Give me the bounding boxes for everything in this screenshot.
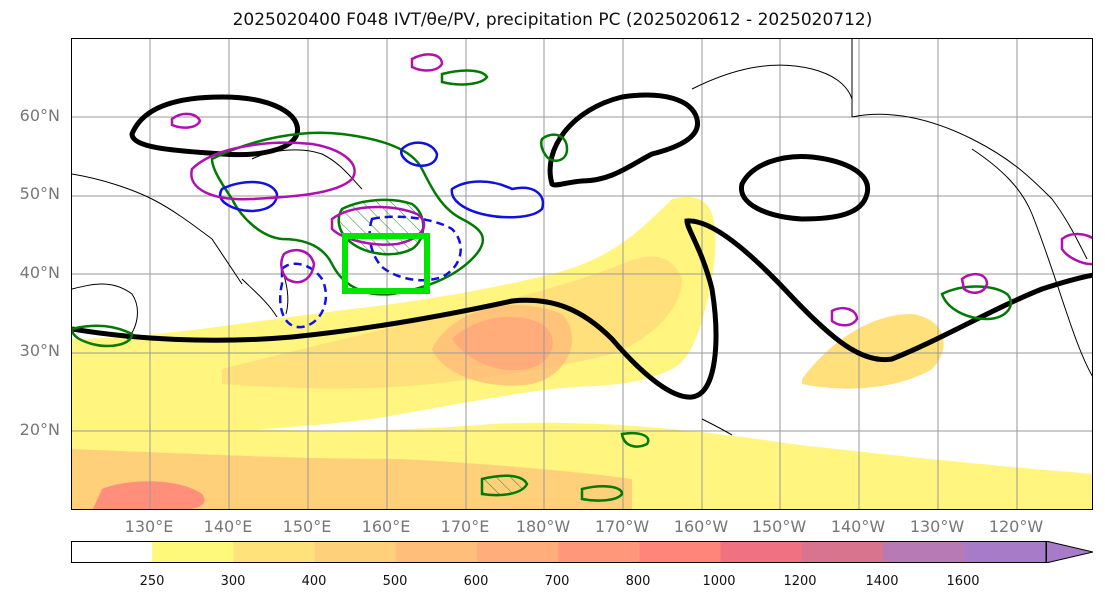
colorbar-tick-500: 500	[382, 574, 408, 589]
lon-label-170e: 170°E	[440, 517, 490, 536]
colorbar-cell	[801, 541, 884, 563]
coast-hawaii	[701, 418, 733, 436]
lat-label-40: 40°N	[19, 263, 60, 282]
precip-region-alaska	[539, 133, 569, 162]
colorbar-cells	[71, 541, 1046, 563]
precip-region-east	[940, 285, 1013, 321]
pv-magenta-3	[330, 205, 426, 246]
pv-blue-3	[450, 180, 545, 219]
theta-e-closed-north-1	[129, 94, 300, 158]
colorbar-cell	[233, 541, 316, 563]
lon-label-160w: 160°W	[673, 517, 729, 536]
colorbar-tick-1200: 1200	[783, 574, 817, 589]
colorbar-cell	[477, 541, 559, 563]
pv-magenta-contours	[170, 53, 1092, 327]
ivt-core-ring	[432, 305, 572, 386]
colorbar	[71, 541, 1093, 563]
lon-label-150e: 150°E	[282, 517, 332, 536]
ivt-tropical-core	[92, 481, 205, 509]
theta-e-closed-north-2	[547, 92, 700, 188]
precip-region-main	[210, 131, 484, 296]
pv-blue-2	[399, 141, 439, 167]
pv-magenta-4	[170, 112, 202, 129]
lon-label-180w: 180°W	[515, 517, 571, 536]
lat-label-30: 30°N	[19, 341, 60, 360]
colorbar-cell	[964, 541, 1046, 563]
colorbar-cell	[152, 541, 234, 563]
lon-label-140w: 140°W	[830, 517, 886, 536]
precip-region-south-3	[620, 432, 650, 448]
pv-magenta-7	[830, 307, 859, 327]
lon-label-130e: 130°E	[124, 517, 174, 536]
lon-label-130w: 130°W	[909, 517, 965, 536]
colorbar-tick-600: 600	[463, 574, 489, 589]
map-panel	[71, 38, 1093, 510]
map-canvas	[72, 39, 1092, 509]
colorbar-cell	[71, 541, 153, 563]
colorbar-cell	[395, 541, 478, 563]
precip-region-north	[440, 69, 489, 86]
lon-label-160e: 160°E	[361, 517, 411, 536]
colorbar-tick-400: 400	[301, 574, 327, 589]
lat-label-50: 50°N	[19, 184, 60, 203]
graticule	[72, 39, 1092, 509]
colorbar-cell	[558, 541, 640, 563]
pv-blue-dashed	[278, 262, 328, 329]
colorbar-cell	[720, 541, 803, 563]
lon-label-140e: 140°E	[203, 517, 253, 536]
precip-region-south-1	[480, 474, 529, 497]
colorbar-tick-300: 300	[220, 574, 246, 589]
coast-alaska	[691, 64, 853, 100]
lon-label-150w: 150°W	[751, 517, 807, 536]
colorbar-cell	[639, 541, 722, 563]
colorbar-cell	[314, 541, 397, 563]
pv-magenta-1	[190, 141, 356, 201]
colorbar-frame	[71, 541, 1047, 563]
lon-label-170w: 170°W	[594, 517, 650, 536]
precip-region-south-2	[580, 485, 624, 502]
colorbar-tick-800: 800	[625, 574, 651, 589]
colorbar-tick-700: 700	[544, 574, 570, 589]
colorbar-tick-1600: 1600	[946, 574, 980, 589]
colorbar-extend-arrow	[1045, 541, 1093, 563]
map-title: 2025020400 F048 IVT/θe/PV, precipitation…	[232, 10, 873, 30]
theta-e-closed-north-3	[739, 153, 871, 222]
ivt-east-blob	[802, 314, 944, 389]
colorbar-tick-250: 250	[139, 574, 165, 589]
coast-asia	[72, 173, 243, 340]
lat-label-20: 20°N	[19, 420, 60, 439]
pv-magenta-6	[960, 272, 989, 294]
pv-magenta-5	[280, 248, 316, 284]
precip-region-mid	[72, 324, 134, 348]
colorbar-tick-1400: 1400	[865, 574, 899, 589]
lat-label-60: 60°N	[19, 106, 60, 125]
pv-magenta-8	[1060, 232, 1092, 266]
pv-blue-1	[218, 180, 279, 213]
ivt-fill-layer	[72, 196, 1092, 509]
target-region-box	[342, 233, 430, 294]
pv-magenta-2	[410, 53, 444, 72]
colorbar-cell	[883, 541, 965, 563]
colorbar-tick-1000: 1000	[702, 574, 736, 589]
coast-north-america	[851, 39, 1092, 377]
lon-label-120w: 120°W	[988, 517, 1044, 536]
theta-e-line-west	[72, 218, 1092, 400]
